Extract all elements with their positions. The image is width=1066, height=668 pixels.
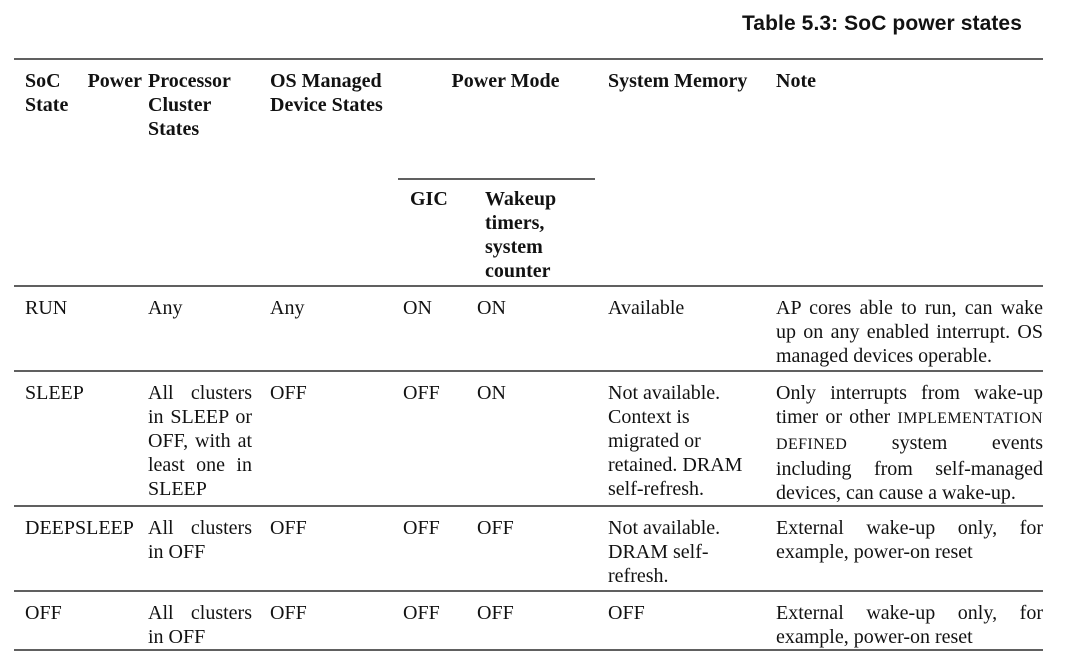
soc-power-states-table: SoC Power State Processor Cluster States… [14, 58, 1043, 651]
cell-gic: OFF [403, 602, 440, 624]
cell-soc-power-state: OFF [25, 602, 62, 624]
header-cell-power-mode: Power Mode [451, 70, 560, 92]
cell-processor-cluster-states: All clusters in SLEEP or OFF, with at le… [148, 382, 252, 500]
cell-system-memory: OFF [608, 602, 645, 624]
cell-soc-power-state: SLEEP [25, 382, 84, 404]
table-row: OFF All clusters in OFF OFF OFF OFF OFF … [14, 590, 1043, 649]
cell-os-managed-device-states: OFF [270, 382, 307, 404]
cell-wakeup-timers: OFF [477, 602, 514, 624]
table-row: DEEPSLEEP All clusters in OFF OFF OFF OF… [14, 505, 1043, 590]
cell-wakeup-timers: ON [477, 297, 506, 319]
header-cell-note: Note [776, 70, 816, 92]
cell-note: AP cores able to run, can wake up on any… [776, 297, 1043, 367]
cell-note: External wake-up only, for example, powe… [776, 602, 1043, 648]
header-cell-system-memory: System Memory [608, 70, 748, 92]
cell-gic: OFF [403, 382, 440, 404]
header-cell-wakeup-timers: Wakeup timers, system counter [485, 188, 557, 282]
cell-processor-cluster-states: All clusters in OFF [148, 602, 252, 648]
cell-soc-power-state: DEEPSLEEP [25, 517, 134, 539]
header-cell-os-managed-device-states: OS Managed Device States [270, 70, 383, 116]
cell-os-managed-device-states: OFF [270, 602, 307, 624]
header-cell-processor-cluster-states: Processor Cluster States [148, 70, 231, 140]
cell-soc-power-state: RUN [25, 297, 68, 319]
header-row: SoC Power State Processor Cluster States… [14, 60, 1043, 178]
cell-gic: OFF [403, 517, 440, 539]
cell-gic: ON [403, 297, 432, 319]
cell-note: External wake-up only, for example, powe… [776, 517, 1043, 563]
table-row: RUN Any Any ON ON Available AP cores abl… [14, 285, 1043, 370]
cell-processor-cluster-states: Any [148, 297, 183, 319]
cell-note: Only interrupts from wake-up timer or ot… [776, 382, 1043, 504]
table-caption: Table 5.3: SoC power states [741, 12, 1022, 35]
header-cell-gic: GIC [410, 188, 448, 210]
cell-wakeup-timers: OFF [477, 517, 514, 539]
cell-system-memory: Not available. DRAM self-refresh. [608, 517, 721, 587]
table-row: SLEEP All clusters in SLEEP or OFF, with… [14, 370, 1043, 505]
cell-processor-cluster-states: All clusters in OFF [148, 517, 252, 563]
subheader-row: GIC Wakeup timers, system counter [14, 178, 1043, 285]
power-mode-span-rule [398, 178, 595, 180]
cell-os-managed-device-states: Any [270, 297, 305, 319]
cell-system-memory: Available [608, 297, 685, 319]
cell-wakeup-timers: ON [477, 382, 506, 404]
cell-os-managed-device-states: OFF [270, 517, 307, 539]
header-cell-soc-power-state: SoC Power State [25, 70, 142, 116]
cell-system-memory: Not available. Context is migrated or re… [608, 382, 743, 500]
